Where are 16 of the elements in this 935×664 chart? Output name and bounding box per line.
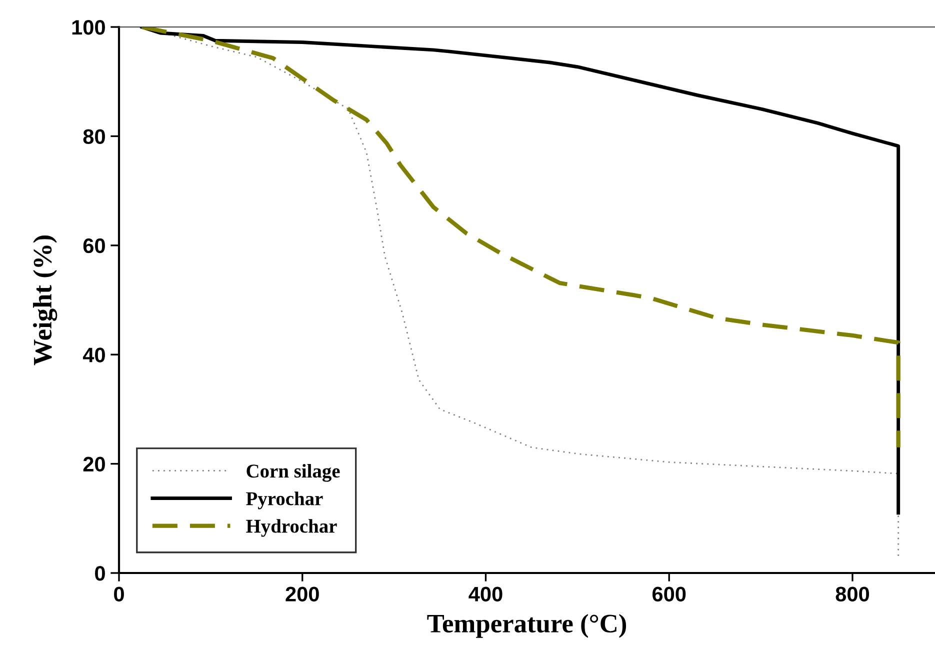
y-tick-label: 100 (72, 20, 105, 35)
y-tick-label: 0 (95, 566, 105, 581)
legend-label: Corn silage (246, 464, 340, 482)
x-tick-label: 800 (836, 586, 870, 602)
legend-label: Pyrochar (246, 492, 323, 510)
x-tick-label: 200 (286, 586, 319, 602)
x-tick-label: 400 (468, 586, 502, 602)
x-tick-label: 0 (114, 586, 124, 602)
x-tick-label: 600 (652, 586, 686, 602)
legend-label: Hydrochar (246, 519, 337, 537)
y-tick-label: 80 (83, 129, 105, 144)
x-axis-title: Temperature (°C) (427, 614, 626, 638)
y-tick-label: 60 (83, 238, 105, 254)
y-tick-label: 40 (82, 348, 105, 362)
y-axis-title: Weight (%) (33, 236, 58, 366)
y-tick-label: 20 (83, 456, 105, 472)
